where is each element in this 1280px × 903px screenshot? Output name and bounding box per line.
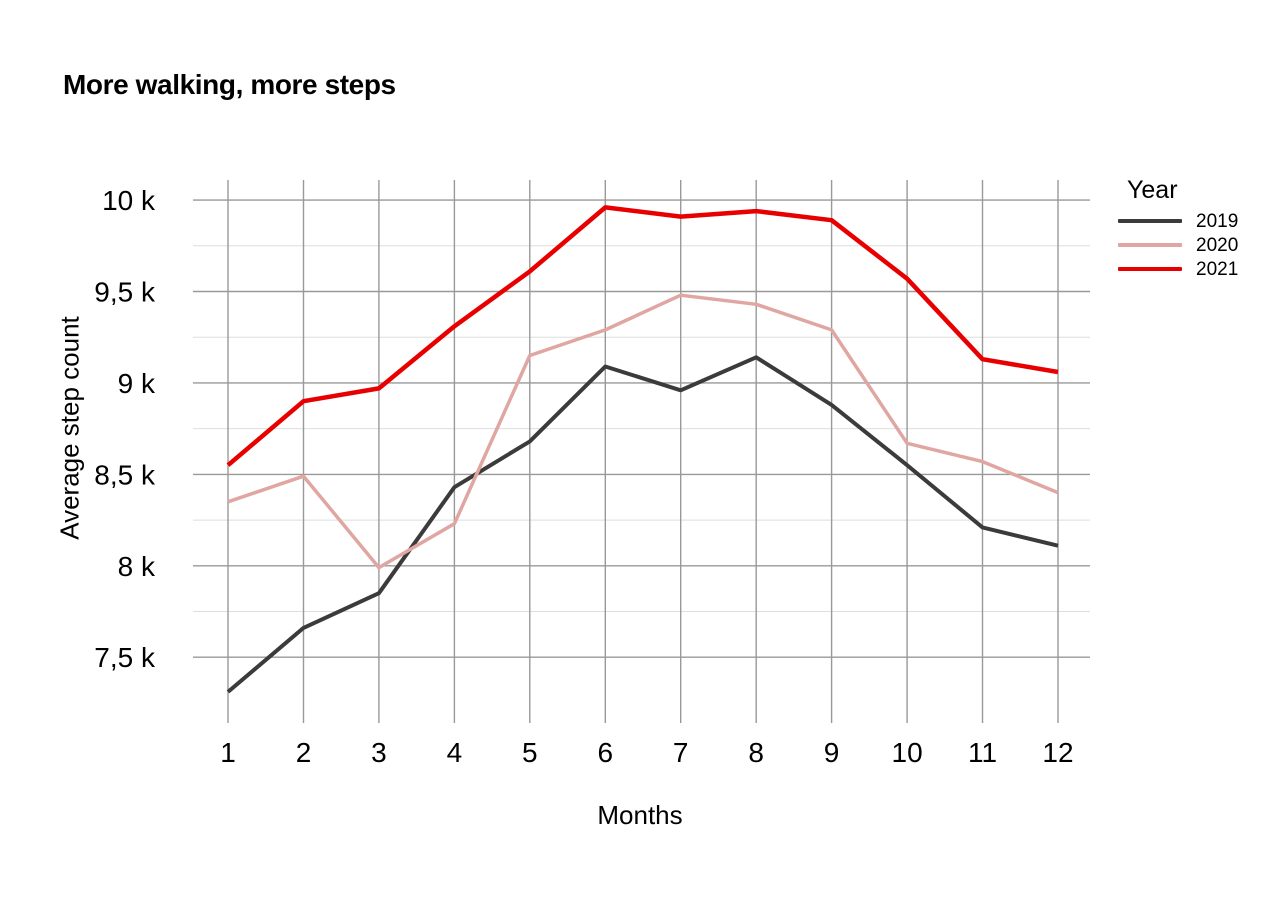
legend: Year 2019 2020 2021 [1118,178,1238,281]
y-tick-label: 10 k [102,185,156,216]
legend-row-2020: 2020 [1118,233,1238,257]
x-tick-label: 10 [892,737,923,768]
legend-label: 2020 [1196,234,1239,256]
x-tick-label: 6 [598,737,614,768]
y-tick-label: 9 k [118,368,156,399]
series-line-2019 [226,355,1059,694]
y-axis-title: Average step count [54,316,85,540]
x-axis-title: Months [597,800,683,830]
x-tick-label: 7 [673,737,689,768]
series-line-2021 [226,205,1059,467]
legend-title: Year [1127,176,1178,204]
x-tick-label: 2 [296,737,312,768]
y-tick-label: 7,5 k [94,642,156,673]
x-tick-label: 11 [968,737,997,768]
x-tick-label: 1 [220,737,236,768]
legend-swatch-2020 [1118,243,1182,247]
series-line-2020 [227,293,1059,570]
x-tick-label: 3 [371,737,387,768]
legend-rows: 2019 2020 2021 [1118,209,1238,281]
x-tick-label: 8 [748,737,764,768]
y-tick-label: 8,5 k [94,459,156,490]
legend-row-2019: 2019 [1118,209,1238,233]
chart-title: More walking, more steps [63,69,396,100]
y-tick-label: 9,5 k [94,277,156,308]
x-tick-label: 12 [1042,737,1073,768]
legend-row-2021: 2021 [1118,257,1238,281]
x-tick-label: 4 [447,737,463,768]
x-tick-label: 9 [824,737,840,768]
legend-swatch-2021 [1118,266,1182,272]
legend-label: 2021 [1196,258,1239,280]
x-tick-label: 5 [522,737,538,768]
legend-swatch-2019 [1118,219,1182,223]
y-tick-label: 8 k [118,551,156,582]
legend-label: 2019 [1196,210,1239,232]
